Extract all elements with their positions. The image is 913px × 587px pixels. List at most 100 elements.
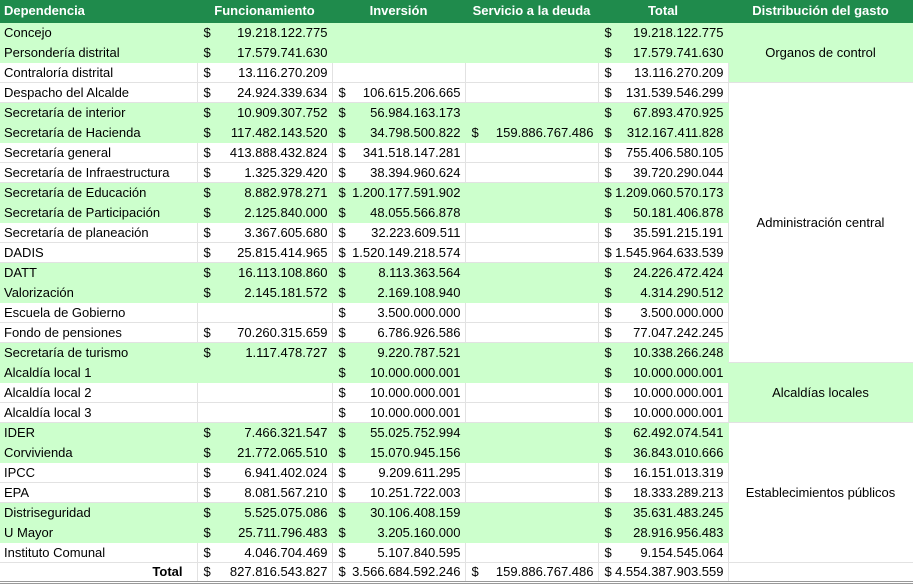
header-row: Dependencia Funcionamiento Inversión Servic…: [0, 0, 913, 23]
amount: 1.209.060.570.173: [615, 184, 724, 200]
amount-cell: $25.815.414.965: [197, 242, 333, 263]
dependency-name: Alcaldía local 3: [0, 402, 198, 423]
currency-symbol: $: [338, 184, 346, 200]
table-row: Instituto Comunal $4.046.704.469 $5.107.84…: [0, 542, 913, 563]
amount-cell: $39.720.290.044: [598, 162, 729, 183]
amount-cell: $131.539.546.299: [598, 82, 729, 103]
amount-cell: $8.081.567.210: [197, 482, 333, 503]
amount-cell: $67.893.470.925: [598, 102, 729, 123]
currency-symbol: $: [338, 364, 346, 380]
amount: 10.000.000.001: [370, 364, 461, 380]
amount-cell: [465, 442, 599, 463]
amount: 9.154.545.064: [640, 544, 724, 560]
amount-cell: [465, 202, 599, 223]
amount: 159.886.767.486: [495, 124, 594, 140]
amount: 4.554.387.903.559: [615, 564, 724, 579]
amount: 28.916.956.483: [633, 524, 724, 540]
amount: 9.209.611.295: [378, 464, 461, 480]
dependency-name: Secretaría de turismo: [0, 342, 198, 363]
amount-cell: $9.209.611.295: [332, 462, 466, 483]
amount-cell: [465, 62, 599, 83]
table-row: Contraloría distrital $13.116.270.209 $13.…: [0, 62, 913, 83]
amount: 16.151.013.319: [633, 464, 724, 480]
amount-cell: $35.631.483.245: [598, 502, 729, 523]
amount-cell: $13.116.270.209: [197, 62, 333, 83]
amount: 30.106.408.159: [370, 504, 461, 520]
distribution-group: Alcaldías locales: [728, 362, 913, 423]
amount: 3.500.000.000: [640, 304, 724, 320]
amount: 67.893.470.925: [633, 104, 724, 120]
amount: 3.566.684.592.246: [352, 564, 461, 579]
amount: 19.218.122.775: [633, 24, 724, 40]
amount: 15.070.945.156: [370, 444, 461, 460]
currency-symbol: $: [604, 284, 612, 300]
table-row: Valorización $2.145.181.572 $2.169.108.940…: [0, 282, 913, 303]
table-row: Fondo de pensiones $70.260.315.659 $6.786.…: [0, 322, 913, 343]
currency-symbol: $: [203, 104, 211, 120]
dependency-name: Secretaría de Educación: [0, 182, 198, 203]
currency-symbol: $: [203, 444, 211, 460]
currency-symbol: $: [338, 484, 346, 500]
currency-symbol: $: [604, 64, 612, 80]
currency-symbol: $: [338, 404, 346, 420]
amount: 36.843.010.666: [633, 444, 724, 460]
currency-symbol: $: [604, 164, 612, 180]
amount-cell: $9.220.787.521: [332, 342, 466, 363]
amount-cell: $3.500.000.000: [598, 302, 729, 323]
currency-symbol: $: [471, 124, 479, 140]
currency-symbol: $: [604, 124, 612, 140]
column-header: Dependencia: [0, 0, 198, 23]
amount-cell: $48.055.566.878: [332, 202, 466, 223]
distribution-group: Establecimientos públicos: [728, 422, 913, 563]
amount-cell: $24.226.472.424: [598, 262, 729, 283]
amount: 24.924.339.634: [237, 84, 328, 100]
table-row: Secretaría de Infraestructura $1.325.329.…: [0, 162, 913, 183]
total-row: Total $827.816.543.827 $3.566.684.592.246 $…: [0, 561, 913, 584]
currency-symbol: $: [203, 324, 211, 340]
amount: 25.815.414.965: [237, 244, 328, 260]
amount-cell: [197, 382, 333, 403]
table-row: Alcaldía local 1 $10.000.000.001 $10.000.0…: [0, 362, 913, 423]
amount-cell: $32.223.609.511: [332, 222, 466, 243]
currency-symbol: $: [203, 244, 211, 260]
currency-symbol: $: [604, 504, 612, 520]
amount: 6.941.402.024: [244, 464, 328, 480]
dependency-name: Instituto Comunal: [0, 542, 198, 563]
currency-symbol: $: [338, 284, 346, 300]
table-row: Secretaría de turismo $1.117.478.727 $9.22…: [0, 342, 913, 363]
amount-cell: $38.394.960.624: [332, 162, 466, 183]
amount-cell: $19.218.122.775: [197, 22, 333, 43]
amount: 62.492.074.541: [633, 424, 724, 440]
amount-cell: $10.000.000.001: [332, 382, 466, 403]
amount-cell: $159.886.767.486: [465, 561, 599, 584]
amount: 38.394.960.624: [370, 164, 461, 180]
amount-cell: [197, 402, 333, 423]
currency-symbol: $: [604, 264, 612, 280]
amount-cell: [465, 22, 599, 43]
amount-cell: $70.260.315.659: [197, 322, 333, 343]
amount-cell: $36.843.010.666: [598, 442, 729, 463]
amount-cell: $4.554.387.903.559: [598, 561, 729, 584]
amount-cell: [465, 502, 599, 523]
currency-symbol: $: [338, 164, 346, 180]
table-row: Escuela de Gobierno $3.500.000.000 $3.500.…: [0, 302, 913, 323]
amount: 18.333.289.213: [633, 484, 724, 500]
column-header: Funcionamiento: [197, 0, 333, 23]
currency-symbol: $: [604, 144, 612, 160]
amount: 1.545.964.633.539: [615, 244, 724, 260]
currency-symbol: $: [203, 504, 211, 520]
table-row: Secretaría de Educación $8.882.978.271 $1.…: [0, 182, 913, 203]
currency-symbol: $: [338, 84, 346, 100]
dependency-name: Secretaría de Infraestructura: [0, 162, 198, 183]
currency-symbol: $: [604, 444, 612, 460]
amount-cell: [465, 482, 599, 503]
currency-symbol: $: [203, 204, 211, 220]
dependency-name: Distriseguridad: [0, 502, 198, 523]
currency-symbol: $: [604, 364, 612, 380]
table-row: Alcaldía local 3 $10.000.000.001 $10.000.0…: [0, 402, 913, 423]
amount-cell: [465, 162, 599, 183]
distribution-group: Organos de control: [728, 22, 913, 83]
amount: 19.218.122.775: [237, 24, 328, 40]
amount-cell: $17.579.741.630: [197, 42, 333, 63]
amount-cell: [465, 102, 599, 123]
